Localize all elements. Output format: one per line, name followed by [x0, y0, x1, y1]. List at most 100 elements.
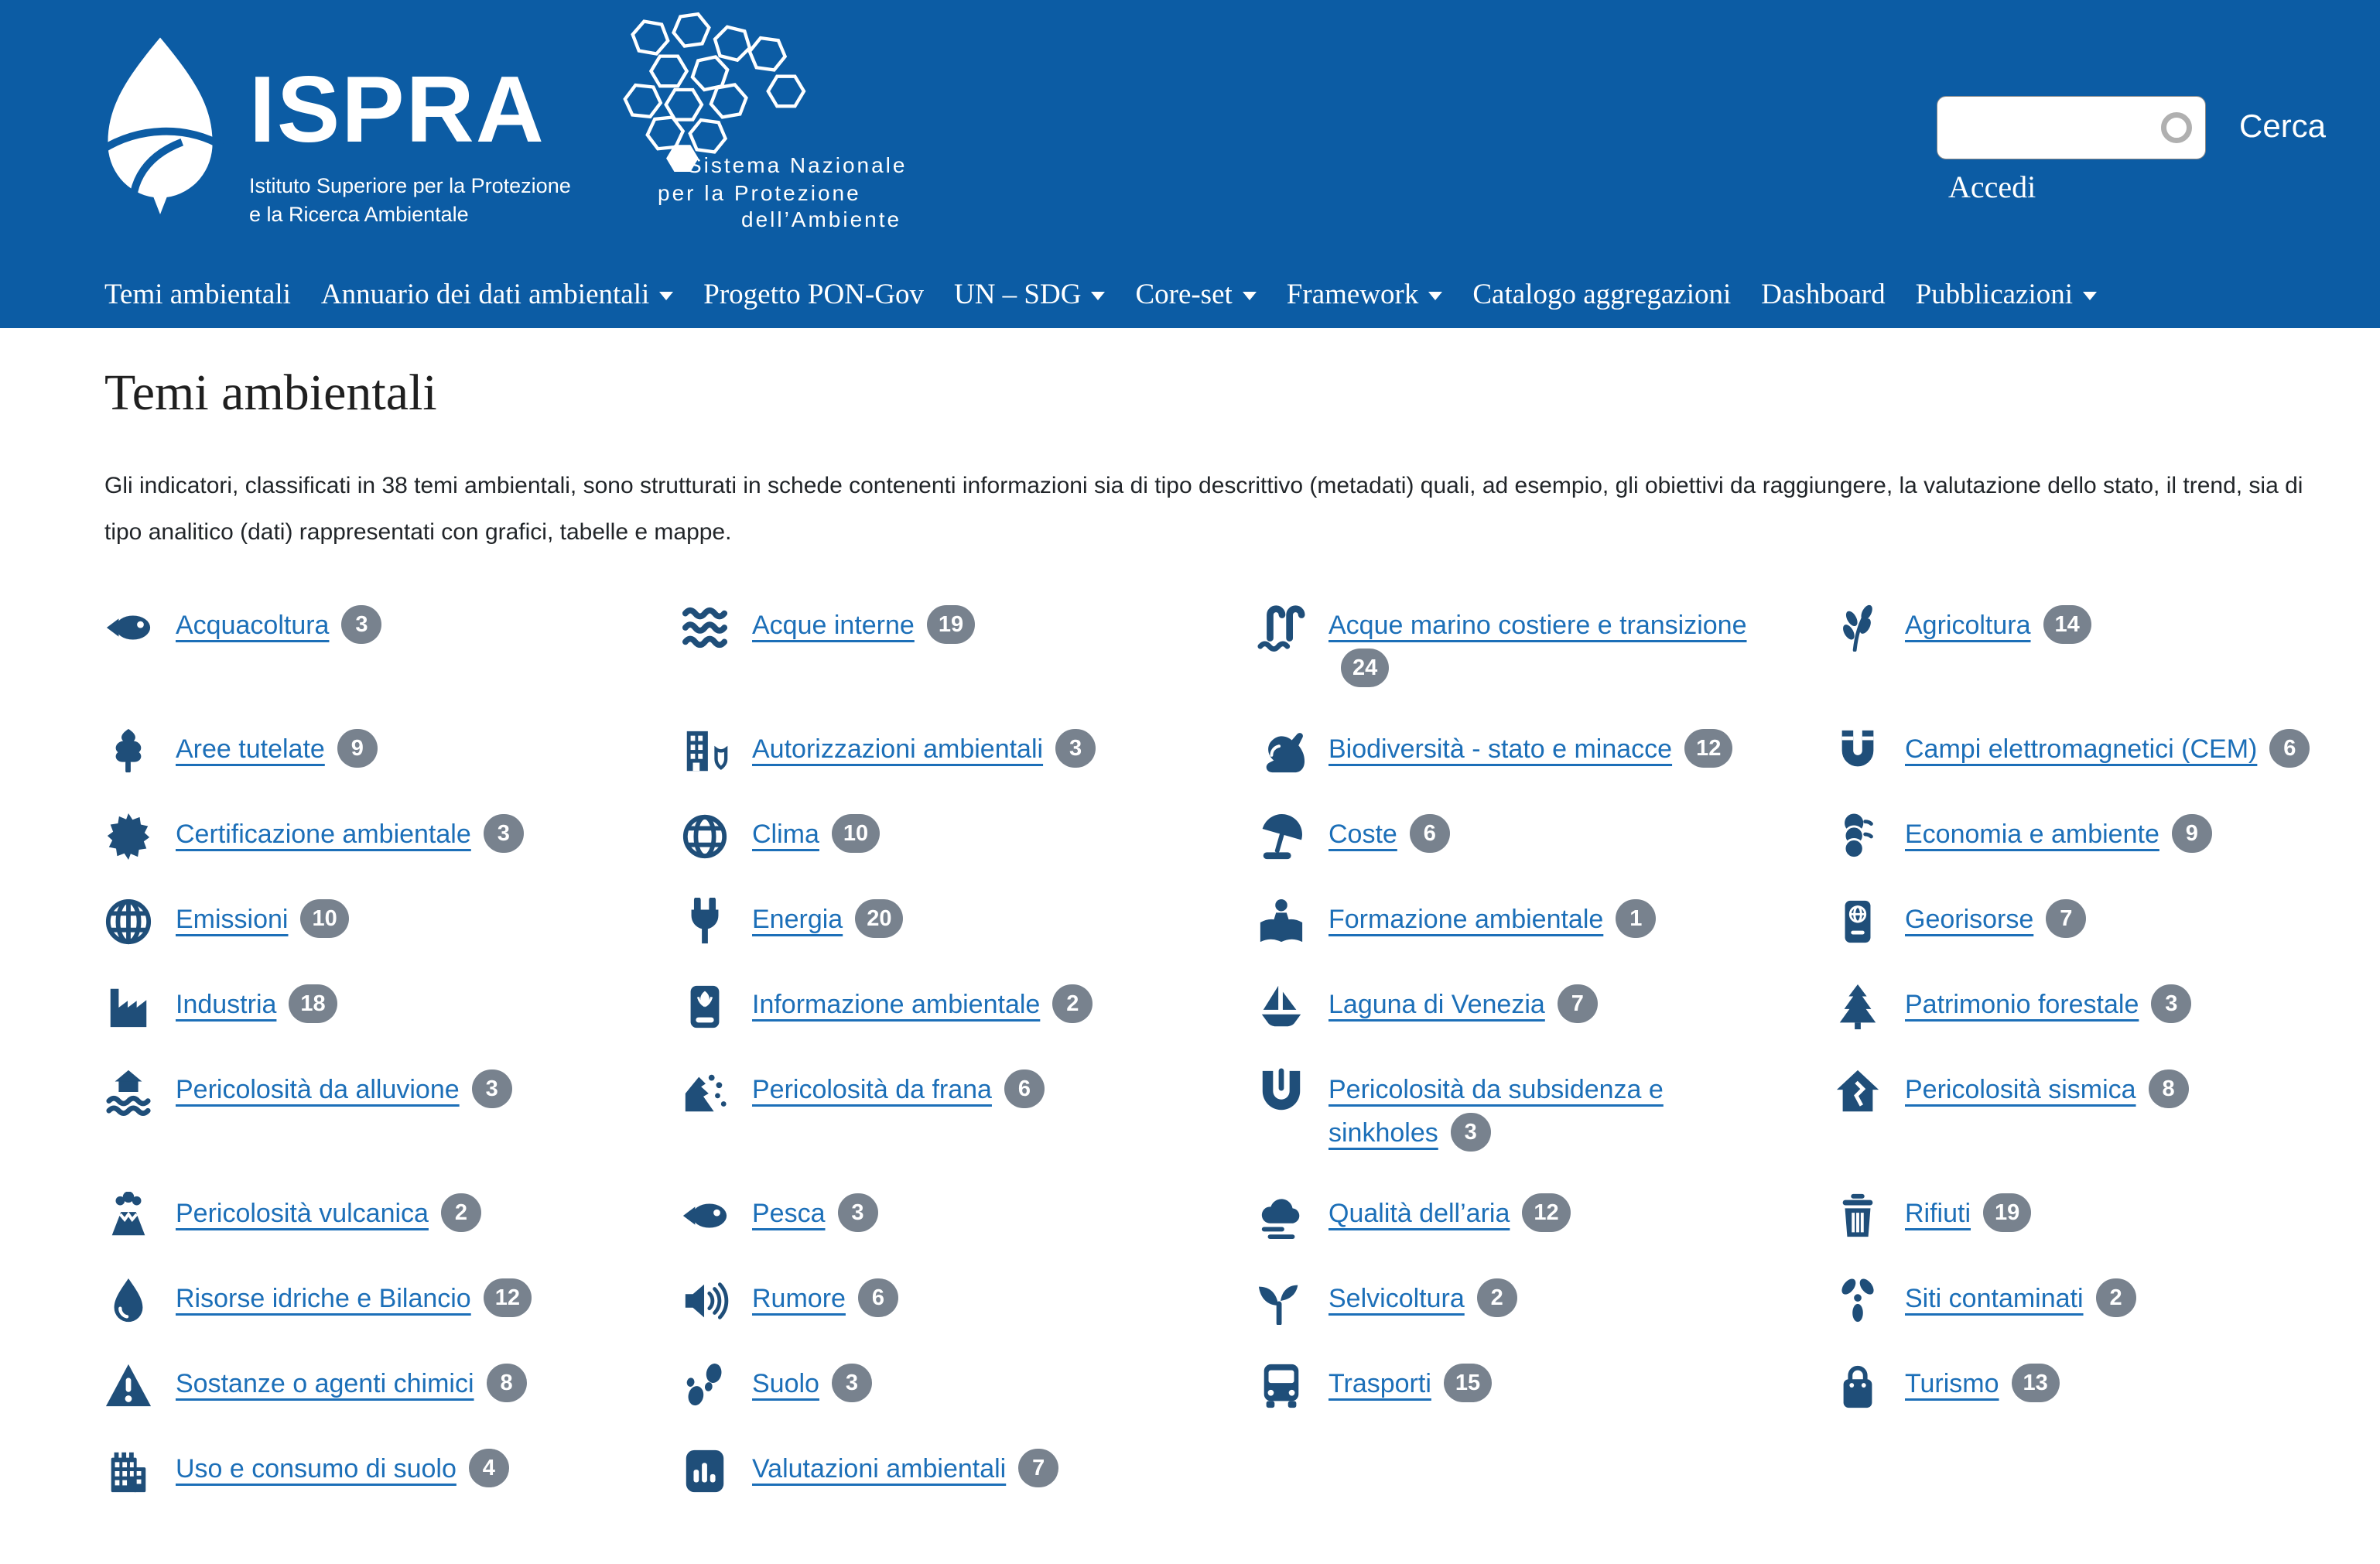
nav-link[interactable]: Dashboard	[1761, 279, 1886, 310]
topic-link[interactable]: Selvicoltura	[1328, 1284, 1465, 1313]
topic-item: Campi elettromagnetici (CEM) 6	[1834, 727, 2380, 775]
ispra-logo[interactable]: ISPRA Istituto Superiore per la Protezio…	[87, 36, 571, 235]
globe-icon	[681, 813, 729, 861]
topic-link[interactable]: Biodiversità - stato e minacce	[1328, 734, 1673, 764]
topic-link[interactable]: Autorizzazioni ambientali	[752, 734, 1044, 764]
pine-tree-icon	[1834, 983, 1882, 1031]
bar-chart-icon	[681, 1447, 729, 1495]
topic-item: Patrimonio forestale 3	[1834, 983, 2380, 1031]
topic-link[interactable]: Emissioni	[176, 905, 289, 934]
site-header: ISPRA Istituto Superiore per la Protezio…	[0, 0, 2380, 328]
topic-item: Selvicoltura 2	[1257, 1277, 1834, 1325]
login-link[interactable]: Accedi	[1948, 169, 2036, 204]
sailboat-icon	[1257, 983, 1305, 1031]
topic-item: Formazione ambientale 1	[1257, 898, 1834, 946]
topic-link[interactable]: Turismo	[1905, 1369, 1999, 1398]
topic-link[interactable]: Agricoltura	[1905, 611, 2031, 640]
nav-link[interactable]: Annuario dei dati ambientali	[321, 278, 674, 311]
topic-link[interactable]: Formazione ambientale	[1328, 905, 1604, 934]
wheat-icon	[1834, 604, 1882, 652]
cloud-icon	[1257, 1192, 1305, 1240]
topic-item: Suolo 3	[681, 1362, 1257, 1410]
topic-count-badge: 7	[2046, 899, 2087, 939]
topic-link[interactable]: Suolo	[752, 1369, 819, 1398]
snpa-logo[interactable]: Sistema Nazionale per la Protezione dell…	[597, 5, 984, 237]
topic-link[interactable]: Qualità dell’aria	[1328, 1199, 1510, 1228]
topic-link[interactable]: Informazione ambientale	[752, 990, 1041, 1019]
nav-link[interactable]: UN – SDG	[954, 278, 1106, 311]
topic-count-badge: 6	[1004, 1069, 1045, 1109]
topic-link[interactable]: Acque marino costiere e transizione	[1328, 611, 1747, 640]
waves-icon	[681, 604, 729, 652]
topic-link[interactable]: Clima	[752, 820, 819, 849]
topic-item: Valutazioni ambientali 7	[681, 1447, 1257, 1495]
topic-link[interactable]: Patrimonio forestale	[1905, 990, 2139, 1019]
intro-paragraph: Gli indicatori, classificati in 38 temi …	[104, 473, 2303, 545]
topic-link[interactable]: Acque interne	[752, 611, 915, 640]
topic-item: Pericolosità vulcanica 2	[104, 1192, 681, 1240]
topic-link[interactable]: Campi elettromagnetici (CEM)	[1905, 734, 2258, 764]
topic-link[interactable]: Pesca	[752, 1199, 826, 1228]
topic-item: Uso e consumo di suolo 4	[104, 1447, 681, 1495]
topic-link[interactable]: Pericolosità da frana	[752, 1075, 992, 1104]
topic-link[interactable]: Laguna di Venezia	[1328, 990, 1545, 1019]
book-plant-icon	[681, 983, 729, 1031]
topic-item: Acquacoltura 3	[104, 604, 681, 652]
topic-count-badge: 12	[483, 1278, 532, 1318]
topic-link[interactable]: Aree tutelate	[176, 734, 325, 764]
topic-item: Laguna di Venezia 7	[1257, 983, 1834, 1031]
topic-link[interactable]: Siti contaminati	[1905, 1284, 2084, 1313]
chevron-down-icon	[1091, 292, 1106, 300]
topic-link[interactable]: Energia	[752, 905, 843, 934]
topic-count-badge: 3	[1450, 1113, 1491, 1152]
topic-link[interactable]: Rifiuti	[1905, 1199, 1971, 1228]
topic-item: Informazione ambientale 2	[681, 983, 1257, 1031]
topic-count-badge: 10	[300, 899, 349, 939]
magnet-icon	[1834, 727, 1882, 775]
topic-item: Energia 20	[681, 898, 1257, 946]
topic-link[interactable]: Coste	[1328, 820, 1397, 849]
nav-link[interactable]: Progetto PON-Gov	[703, 279, 924, 310]
topic-link[interactable]: Valutazioni ambientali	[752, 1454, 1007, 1484]
topic-link[interactable]: Georisorse	[1905, 905, 2034, 934]
bus-icon	[1257, 1362, 1305, 1410]
topic-link[interactable]: Pericolosità da alluvione	[176, 1075, 460, 1104]
house-crack-icon	[1834, 1068, 1882, 1116]
water-drop-logo-icon	[100, 37, 224, 225]
topic-item: Pericolosità da frana 6	[681, 1068, 1257, 1116]
topic-link[interactable]: Certificazione ambientale	[176, 820, 471, 849]
hexagon-cluster-icon	[605, 8, 837, 172]
topic-count-badge: 20	[855, 899, 904, 939]
topic-count-badge: 3	[341, 605, 382, 645]
topic-count-badge: 10	[831, 814, 881, 854]
nav-link[interactable]: Pubblicazioni	[1916, 278, 2098, 311]
topic-link[interactable]: Pericolosità da subsidenza e sinkholes	[1328, 1075, 1664, 1148]
topic-link[interactable]: Industria	[176, 990, 277, 1019]
sinkhole-icon	[1257, 1068, 1305, 1116]
nav-link[interactable]: Framework	[1287, 278, 1443, 311]
topic-link[interactable]: Sostanze o agenti chimici	[176, 1369, 474, 1398]
topic-link[interactable]: Pericolosità sismica	[1905, 1075, 2136, 1104]
plug-icon	[681, 898, 729, 946]
chevron-down-icon	[1242, 292, 1257, 300]
topic-count-badge: 6	[857, 1278, 898, 1318]
ispra-subtitle-line2: e la Ricerca Ambientale	[249, 203, 469, 226]
nav-link[interactable]: Core-set	[1135, 278, 1257, 311]
topic-count-badge: 3	[1055, 729, 1096, 768]
topics-grid: Acquacoltura 3 Acque interne 19 Acque mari…	[104, 604, 2380, 1495]
search-icon	[2161, 112, 2192, 143]
topic-link[interactable]: Risorse idriche e Bilancio	[176, 1284, 471, 1313]
topic-count-badge: 2	[1052, 984, 1093, 1024]
topic-link[interactable]: Pericolosità vulcanica	[176, 1199, 429, 1228]
topic-link[interactable]: Trasporti	[1328, 1369, 1431, 1398]
topic-link[interactable]: Rumore	[752, 1284, 846, 1313]
nav-link[interactable]: Temi ambientali	[104, 279, 291, 310]
main-content: Temi ambientali Gli indicatori, classifi…	[0, 364, 2380, 1495]
topic-item: Turismo 13	[1834, 1362, 2380, 1410]
topic-link[interactable]: Economia e ambiente	[1905, 820, 2159, 849]
nav-link[interactable]: Catalogo aggregazioni	[1472, 279, 1732, 310]
topic-link[interactable]: Acquacoltura	[176, 611, 330, 640]
search-button[interactable]: Cerca	[2239, 108, 2327, 144]
topic-link[interactable]: Uso e consumo di suolo	[176, 1454, 457, 1484]
topic-item: Economia e ambiente 9	[1834, 813, 2380, 861]
